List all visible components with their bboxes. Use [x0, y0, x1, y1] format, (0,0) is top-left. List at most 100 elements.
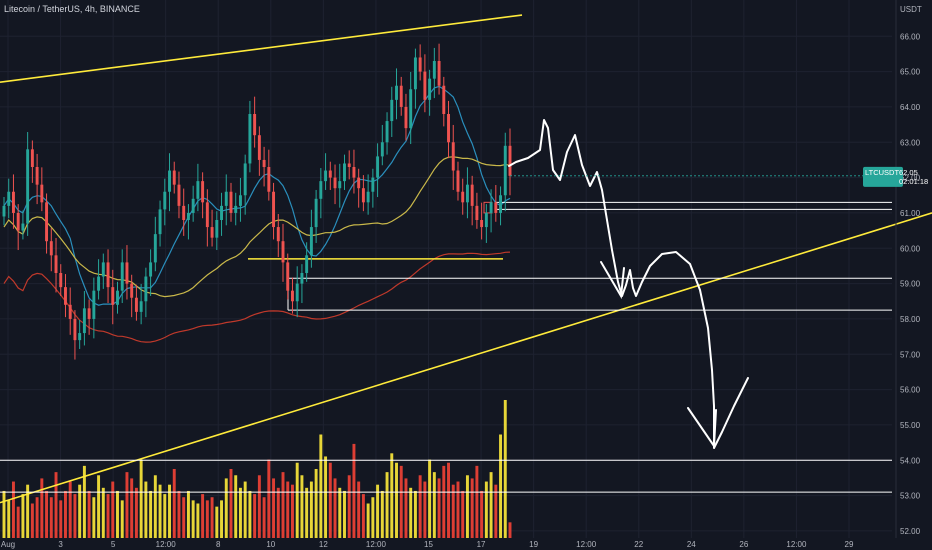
- time-tick-label: 15: [424, 540, 433, 549]
- volume-bar: [451, 484, 455, 538]
- volume-bar: [97, 475, 101, 538]
- candle-body: [248, 114, 252, 164]
- horizontal-levels[interactable]: [0, 201, 892, 493]
- freehand-projection[interactable]: [508, 119, 749, 449]
- volume-bar: [300, 475, 304, 538]
- volume-bar: [442, 465, 446, 538]
- price-tick-label: 58.00: [900, 315, 921, 324]
- price-tick-label: 63.00: [900, 138, 921, 147]
- volume-bar: [371, 497, 375, 538]
- volume-bar: [87, 490, 91, 538]
- candle-body: [267, 167, 271, 192]
- candle-body: [319, 181, 323, 199]
- candle-body: [499, 195, 503, 213]
- volume-bar: [68, 481, 72, 538]
- volume-bar: [49, 497, 53, 538]
- volume-bar: [54, 472, 58, 538]
- volume-bar: [319, 434, 323, 538]
- candle-body: [45, 202, 49, 242]
- candle-body: [191, 198, 195, 213]
- candle-body: [395, 85, 398, 100]
- volume-bar: [281, 472, 285, 538]
- volume-bar: [64, 490, 67, 538]
- volume-bar: [404, 478, 408, 538]
- candlesticks: [2, 43, 512, 360]
- volume-bar: [201, 494, 205, 538]
- candle-body: [68, 304, 72, 319]
- volume-bar: [21, 494, 25, 538]
- candle-body: [73, 318, 77, 341]
- candle-body: [447, 114, 450, 143]
- candle-body: [186, 212, 190, 220]
- volume-bar: [168, 484, 171, 538]
- candle-body: [338, 181, 342, 189]
- time-tick-label: 12: [319, 540, 328, 549]
- candle-body: [172, 170, 176, 185]
- candle-body: [106, 262, 110, 288]
- candle-body: [333, 177, 337, 189]
- candle-body: [295, 283, 299, 302]
- volume-bar: [376, 484, 380, 538]
- volume-bar: [347, 475, 351, 538]
- volume-bar: [489, 472, 493, 538]
- volume-bar: [229, 469, 233, 538]
- price-tick-label: 66.00: [900, 32, 921, 41]
- candle-body: [177, 184, 181, 206]
- candle-body: [163, 191, 167, 210]
- candle-body: [366, 191, 370, 203]
- candle-body: [376, 156, 380, 178]
- candle-body: [399, 85, 403, 107]
- candle-body: [16, 212, 20, 231]
- candle-body: [97, 276, 101, 291]
- volume-bar: [380, 490, 384, 538]
- volume-bar: [470, 478, 474, 538]
- volume-bar: [272, 478, 276, 538]
- volume-bar: [78, 484, 82, 538]
- candle-body: [253, 114, 257, 136]
- volume-bar: [130, 478, 134, 538]
- price-axis: USDT 52.00 53.00 54.00 55.00 56.00 57.00 58.00 5…: [510, 0, 928, 550]
- volume-bar: [220, 500, 223, 538]
- volume-bar: [361, 494, 365, 538]
- volume-bar: [409, 487, 413, 538]
- time-tick-label: Aug: [1, 540, 15, 549]
- volume-bar: [144, 481, 148, 538]
- trend-lines[interactable]: [0, 14, 932, 504]
- volume-bar: [390, 453, 394, 538]
- volume-bar: [475, 465, 479, 538]
- candle-body: [484, 212, 488, 228]
- candle-body: [257, 135, 261, 160]
- candle-body: [409, 89, 413, 129]
- volume-bar: [314, 469, 318, 538]
- volume-bar: [395, 462, 398, 538]
- volume-bar: [385, 472, 389, 538]
- grid: [0, 0, 892, 538]
- candle-body: [21, 223, 25, 231]
- volume-bar: [92, 497, 96, 538]
- volume-bar: [196, 503, 200, 538]
- volume-bar: [16, 506, 20, 538]
- volume-bar: [210, 497, 214, 538]
- candle-body: [262, 159, 266, 167]
- price-tick-label: 57.00: [900, 350, 921, 359]
- candle-body: [272, 191, 276, 228]
- candle-body: [503, 145, 507, 196]
- time-tick-label: 24: [687, 540, 696, 549]
- candle-body: [291, 290, 294, 302]
- volume-bar: [205, 500, 209, 538]
- volume-bar: [447, 462, 450, 538]
- volume-bar: [215, 506, 219, 538]
- price-tag-price: 62.05: [899, 168, 918, 177]
- candle-body: [343, 163, 346, 182]
- volume-bar: [399, 465, 403, 538]
- volume-bar: [134, 487, 138, 538]
- volume-bar: [309, 481, 313, 538]
- volume-bar: [106, 494, 110, 538]
- candle-body: [428, 78, 432, 100]
- candle-body: [111, 287, 115, 305]
- price-tick-label: 65.00: [900, 68, 921, 77]
- volume-bar: [243, 481, 247, 538]
- volume-bar: [26, 484, 30, 538]
- volume-bar: [413, 490, 417, 538]
